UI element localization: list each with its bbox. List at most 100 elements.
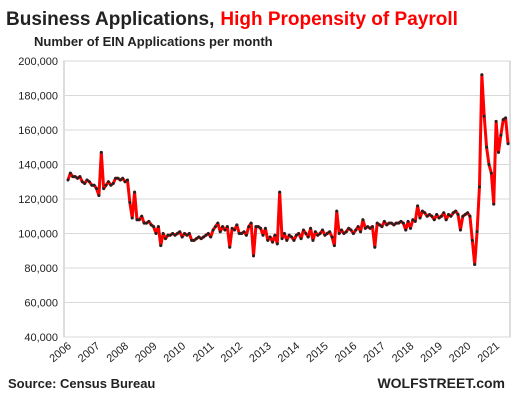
point — [130, 216, 134, 220]
point — [423, 211, 427, 215]
point — [437, 216, 441, 220]
point — [254, 225, 258, 229]
point — [225, 225, 229, 229]
point — [85, 178, 89, 182]
point — [90, 183, 94, 187]
point — [351, 232, 355, 235]
point — [173, 233, 177, 237]
point — [263, 226, 267, 230]
point — [340, 228, 344, 232]
point — [125, 178, 129, 182]
y-tick-label: 160,000 — [18, 125, 58, 137]
point — [420, 209, 424, 213]
point — [337, 232, 341, 235]
point — [378, 223, 382, 227]
point — [496, 150, 500, 154]
point — [99, 150, 103, 154]
point — [349, 228, 353, 232]
x-tick-label: 2019 — [418, 340, 444, 365]
point — [280, 237, 284, 241]
title-main: Business Applications, — [6, 9, 214, 30]
point — [418, 216, 422, 220]
x-tick-label: 2013 — [247, 340, 273, 365]
point — [430, 214, 434, 218]
point — [311, 238, 315, 242]
y-tick-label: 120,000 — [18, 194, 58, 206]
point — [473, 263, 477, 267]
point — [416, 204, 420, 208]
point — [408, 226, 412, 230]
y-tick-label: 140,000 — [18, 160, 58, 172]
point — [451, 211, 455, 215]
point — [304, 232, 308, 235]
point — [425, 214, 429, 218]
point — [328, 230, 332, 234]
point — [477, 185, 481, 189]
point — [135, 218, 139, 222]
point — [463, 213, 467, 217]
point — [95, 187, 99, 191]
point — [211, 228, 215, 232]
point — [235, 223, 239, 227]
point — [373, 245, 377, 249]
point — [216, 221, 220, 225]
point — [109, 183, 113, 187]
x-tick-label: 2008 — [105, 340, 131, 365]
point — [297, 232, 301, 235]
point — [301, 228, 305, 232]
point — [123, 180, 127, 184]
point — [285, 238, 289, 242]
point — [244, 233, 248, 237]
point — [116, 176, 120, 180]
point — [380, 225, 384, 229]
brand: WOLFSTREET.com — [377, 375, 505, 391]
point — [316, 233, 320, 237]
point — [480, 73, 484, 77]
point — [166, 233, 170, 237]
point — [282, 232, 286, 235]
point — [375, 221, 379, 225]
point — [361, 218, 365, 222]
point — [489, 171, 493, 175]
y-tick-label: 80,000 — [24, 263, 58, 275]
point — [92, 183, 96, 187]
point — [164, 237, 168, 241]
point — [354, 228, 358, 232]
point — [366, 225, 370, 229]
point — [249, 221, 253, 225]
x-tick-label: 2016 — [333, 340, 359, 365]
point — [137, 218, 141, 222]
point — [133, 190, 137, 194]
point — [468, 214, 472, 218]
point — [347, 226, 351, 230]
point — [449, 214, 453, 218]
point — [475, 230, 479, 234]
point — [466, 211, 470, 215]
point — [442, 211, 446, 215]
point — [232, 228, 236, 232]
point — [228, 245, 232, 249]
point — [240, 232, 244, 235]
point — [506, 142, 510, 146]
point — [230, 226, 234, 230]
point — [294, 233, 298, 237]
source: Source: Census Bureau — [8, 376, 155, 391]
point — [342, 232, 346, 235]
point — [66, 178, 70, 182]
point — [271, 240, 275, 244]
point — [268, 235, 272, 239]
point — [335, 209, 339, 213]
y-tick-label: 180,000 — [18, 91, 58, 103]
point — [461, 214, 465, 218]
point — [485, 145, 489, 149]
x-tick-label: 2007 — [76, 340, 102, 365]
point — [394, 221, 398, 225]
point — [385, 223, 389, 227]
point — [401, 221, 405, 225]
point — [111, 181, 115, 185]
point — [359, 230, 363, 234]
point — [435, 213, 439, 217]
point — [83, 181, 87, 185]
point — [399, 219, 403, 223]
